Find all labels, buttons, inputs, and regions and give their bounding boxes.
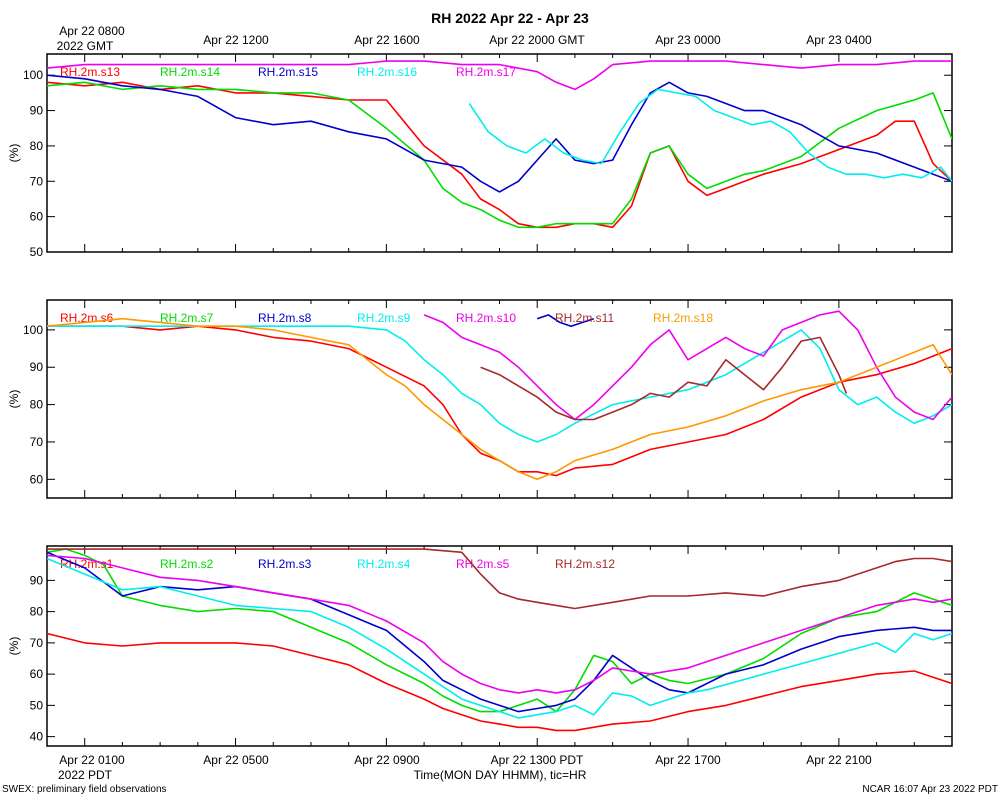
- legend-entry: RH.2m.s2: [160, 557, 214, 571]
- y-tick-label: 80: [30, 398, 44, 412]
- series-line-rh-2m-s9: [47, 325, 952, 443]
- series-line-rh-2m-s1: [47, 632, 952, 732]
- y-axis-label: (%): [7, 637, 21, 656]
- series-line-rh-2m-s10: [423, 310, 952, 421]
- y-tick-label: 80: [30, 605, 44, 619]
- y-tick-label: 40: [30, 730, 44, 744]
- series-line-rh-2m-s18: [47, 317, 952, 481]
- y-axis-label: (%): [7, 390, 21, 409]
- gmt-year-label: 2022 GMT: [57, 39, 114, 53]
- legend-entry: RH.2m.s17: [456, 65, 516, 79]
- bottom-pdt-labels: Apr 22 0100 2022 PDT Apr 22 0500 Apr 22 …: [58, 753, 872, 782]
- pdt-tick-label: Apr 22 0500: [203, 753, 269, 767]
- y-tick-label: 100: [23, 68, 43, 82]
- panel-1: 50 60 70 80 90 100 (%) RH.2m.s13 RH.2m.s14 RH.2m.…: [7, 53, 953, 259]
- legend-entry: RH.2m.s12: [555, 557, 615, 571]
- panel-3: 40 50 60 70 80 90 (%) RH.2m.s1 RH.2m.s2 RH.2m.s3 R…: [7, 545, 953, 747]
- series-line-rh-2m-s5: [47, 554, 952, 694]
- legend-entry: RH.2m.s14: [160, 65, 220, 79]
- y-tick-label: 80: [30, 139, 44, 153]
- legend-entry: RH.2m.s16: [357, 65, 417, 79]
- legend-entry: RH.2m.s1: [60, 557, 114, 571]
- series-line-rh-2m-s15: [47, 74, 952, 193]
- gmt-tick-label: Apr 23 0000: [655, 33, 721, 47]
- top-gmt-labels: Apr 22 0800 2022 GMT Apr 22 1200 Apr 22 …: [57, 24, 872, 53]
- plot-frame: [46, 299, 953, 499]
- gmt-tick-label: Apr 22 2000 GMT: [489, 33, 585, 47]
- plot-frame: [46, 545, 953, 747]
- pdt-tick-label: Apr 22 1300 PDT: [491, 753, 584, 767]
- y-tick-label: 100: [23, 323, 43, 337]
- footer-left: SWEX: preliminary field observations: [2, 784, 167, 795]
- pdt-tick-label: Apr 22 0900: [354, 753, 420, 767]
- series-line-rh-2m-s14: [47, 81, 952, 229]
- legend-entry: RH.2m.s15: [258, 65, 318, 79]
- y-tick-label: 70: [30, 636, 44, 650]
- y-tick-label: 90: [30, 573, 44, 587]
- legend-entry: RH.2m.s4: [357, 557, 411, 571]
- legend-entry: RH.2m.s7: [160, 311, 214, 325]
- gmt-tick-label: Apr 23 0400: [806, 33, 872, 47]
- series-line-rh-2m-s16: [468, 88, 952, 182]
- series-line-rh-2m-s17: [47, 60, 952, 91]
- y-tick-label: 70: [30, 174, 44, 188]
- series-line-rh-2m-s6: [47, 325, 952, 477]
- legend-entry: RH.2m.s11: [555, 311, 614, 325]
- y-tick-label: 60: [30, 472, 44, 486]
- pdt-tick-label: Apr 22 2100: [806, 753, 872, 767]
- x-axis-title: Time(MON DAY HHMM), tic=HR: [414, 768, 587, 782]
- series-line-rh-2m-s4: [47, 557, 952, 719]
- series-line-rh-2m-s2: [47, 548, 952, 713]
- y-tick-label: 90: [30, 360, 44, 374]
- y-tick-label: 60: [30, 210, 44, 224]
- legend-entry: RH.2m.s8: [258, 311, 312, 325]
- gmt-tick-label: Apr 22 1600: [354, 33, 420, 47]
- footer-right: NCAR 16:07 Apr 23 2022 PDT: [862, 784, 998, 795]
- series-line-rh-2m-s11: [480, 336, 848, 421]
- series-line-rh-2m-s12: [47, 548, 952, 610]
- legend-entry: RH.2m.s9: [357, 311, 411, 325]
- y-tick-label: 70: [30, 435, 44, 449]
- series-line-rh-2m-s3: [47, 551, 952, 713]
- legend-entry: RH.2m.s13: [60, 65, 120, 79]
- y-tick-label: 50: [30, 698, 44, 712]
- y-tick-label: 50: [30, 245, 44, 259]
- legend-entry: RH.2m.s18: [653, 311, 713, 325]
- plot-frame: [46, 53, 953, 253]
- gmt-tick-label: Apr 22 1200: [203, 33, 269, 47]
- y-tick-label: 60: [30, 667, 44, 681]
- series-line-rh-2m-s13: [47, 81, 952, 229]
- series-line-rh-2m-s8: [536, 314, 595, 328]
- pdt-tick-label: Apr 22 0100: [59, 753, 125, 767]
- legend-entry: RH.2m.s10: [456, 311, 516, 325]
- y-axis-label: (%): [7, 144, 21, 163]
- chart-title: RH 2022 Apr 22 - Apr 23: [431, 10, 589, 26]
- legend-entry: RH.2m.s5: [456, 557, 510, 571]
- pdt-tick-label: Apr 22 1700: [655, 753, 721, 767]
- gmt-tick-label: Apr 22 0800: [59, 24, 125, 38]
- pdt-year-label: 2022 PDT: [58, 768, 113, 782]
- legend-entry: RH.2m.s3: [258, 557, 312, 571]
- y-tick-label: 90: [30, 104, 44, 118]
